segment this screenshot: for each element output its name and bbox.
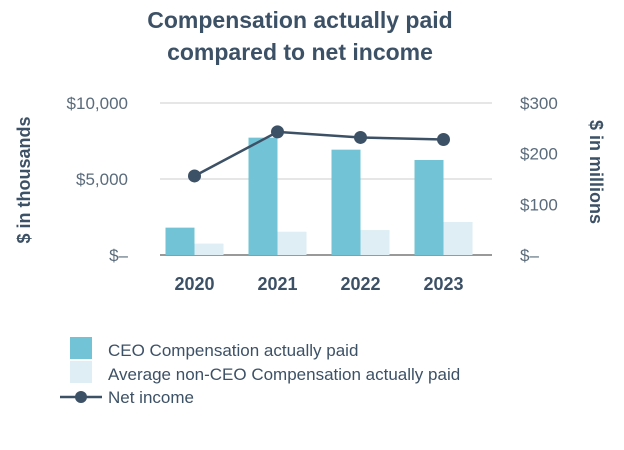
legend-swatch-non-ceo xyxy=(70,361,92,383)
x-tick-label: 2022 xyxy=(340,274,380,294)
y-tick-right: $300 xyxy=(520,94,558,113)
y-tick-right: $100 xyxy=(520,195,558,214)
y-tick-right: $– xyxy=(520,246,539,265)
chart-title-line1: Compensation actually paid xyxy=(147,7,452,33)
legend-label-net-income: Net income xyxy=(108,388,194,407)
chart-title-line2: compared to net income xyxy=(167,39,433,65)
y-axis-left-label: $ in thousands xyxy=(14,116,34,243)
net-income-point xyxy=(354,130,367,144)
net-income-point xyxy=(271,125,284,139)
net-income-line xyxy=(193,130,444,178)
x-tick-label: 2021 xyxy=(257,274,297,294)
x-tick-label: 2020 xyxy=(174,274,214,294)
y-tick-left: $– xyxy=(109,246,128,265)
bar-non-ceo xyxy=(360,230,390,255)
legend: CEO Compensation actually paid Average n… xyxy=(60,337,460,407)
bar-ceo xyxy=(331,149,361,255)
bar-ceo xyxy=(414,160,444,255)
net-income-point xyxy=(188,169,201,183)
net-income-point xyxy=(437,132,450,146)
y-tick-right: $200 xyxy=(520,145,558,164)
bar-non-ceo xyxy=(277,231,307,255)
legend-label-ceo: CEO Compensation actually paid xyxy=(108,341,358,360)
bar-ceo xyxy=(248,137,278,255)
y-tick-left: $10,000 xyxy=(67,94,128,113)
legend-label-non-ceo: Average non-CEO Compensation actually pa… xyxy=(108,365,460,384)
bar-non-ceo xyxy=(194,243,224,255)
bar-non-ceo xyxy=(443,222,473,255)
y-axis-right-label: $ in millions xyxy=(586,120,606,224)
y-tick-left: $5,000 xyxy=(76,170,128,189)
x-tick-label: 2023 xyxy=(423,274,463,294)
legend-marker-net-income xyxy=(75,391,87,403)
bar-ceo xyxy=(165,227,195,255)
legend-swatch-ceo xyxy=(70,337,92,359)
